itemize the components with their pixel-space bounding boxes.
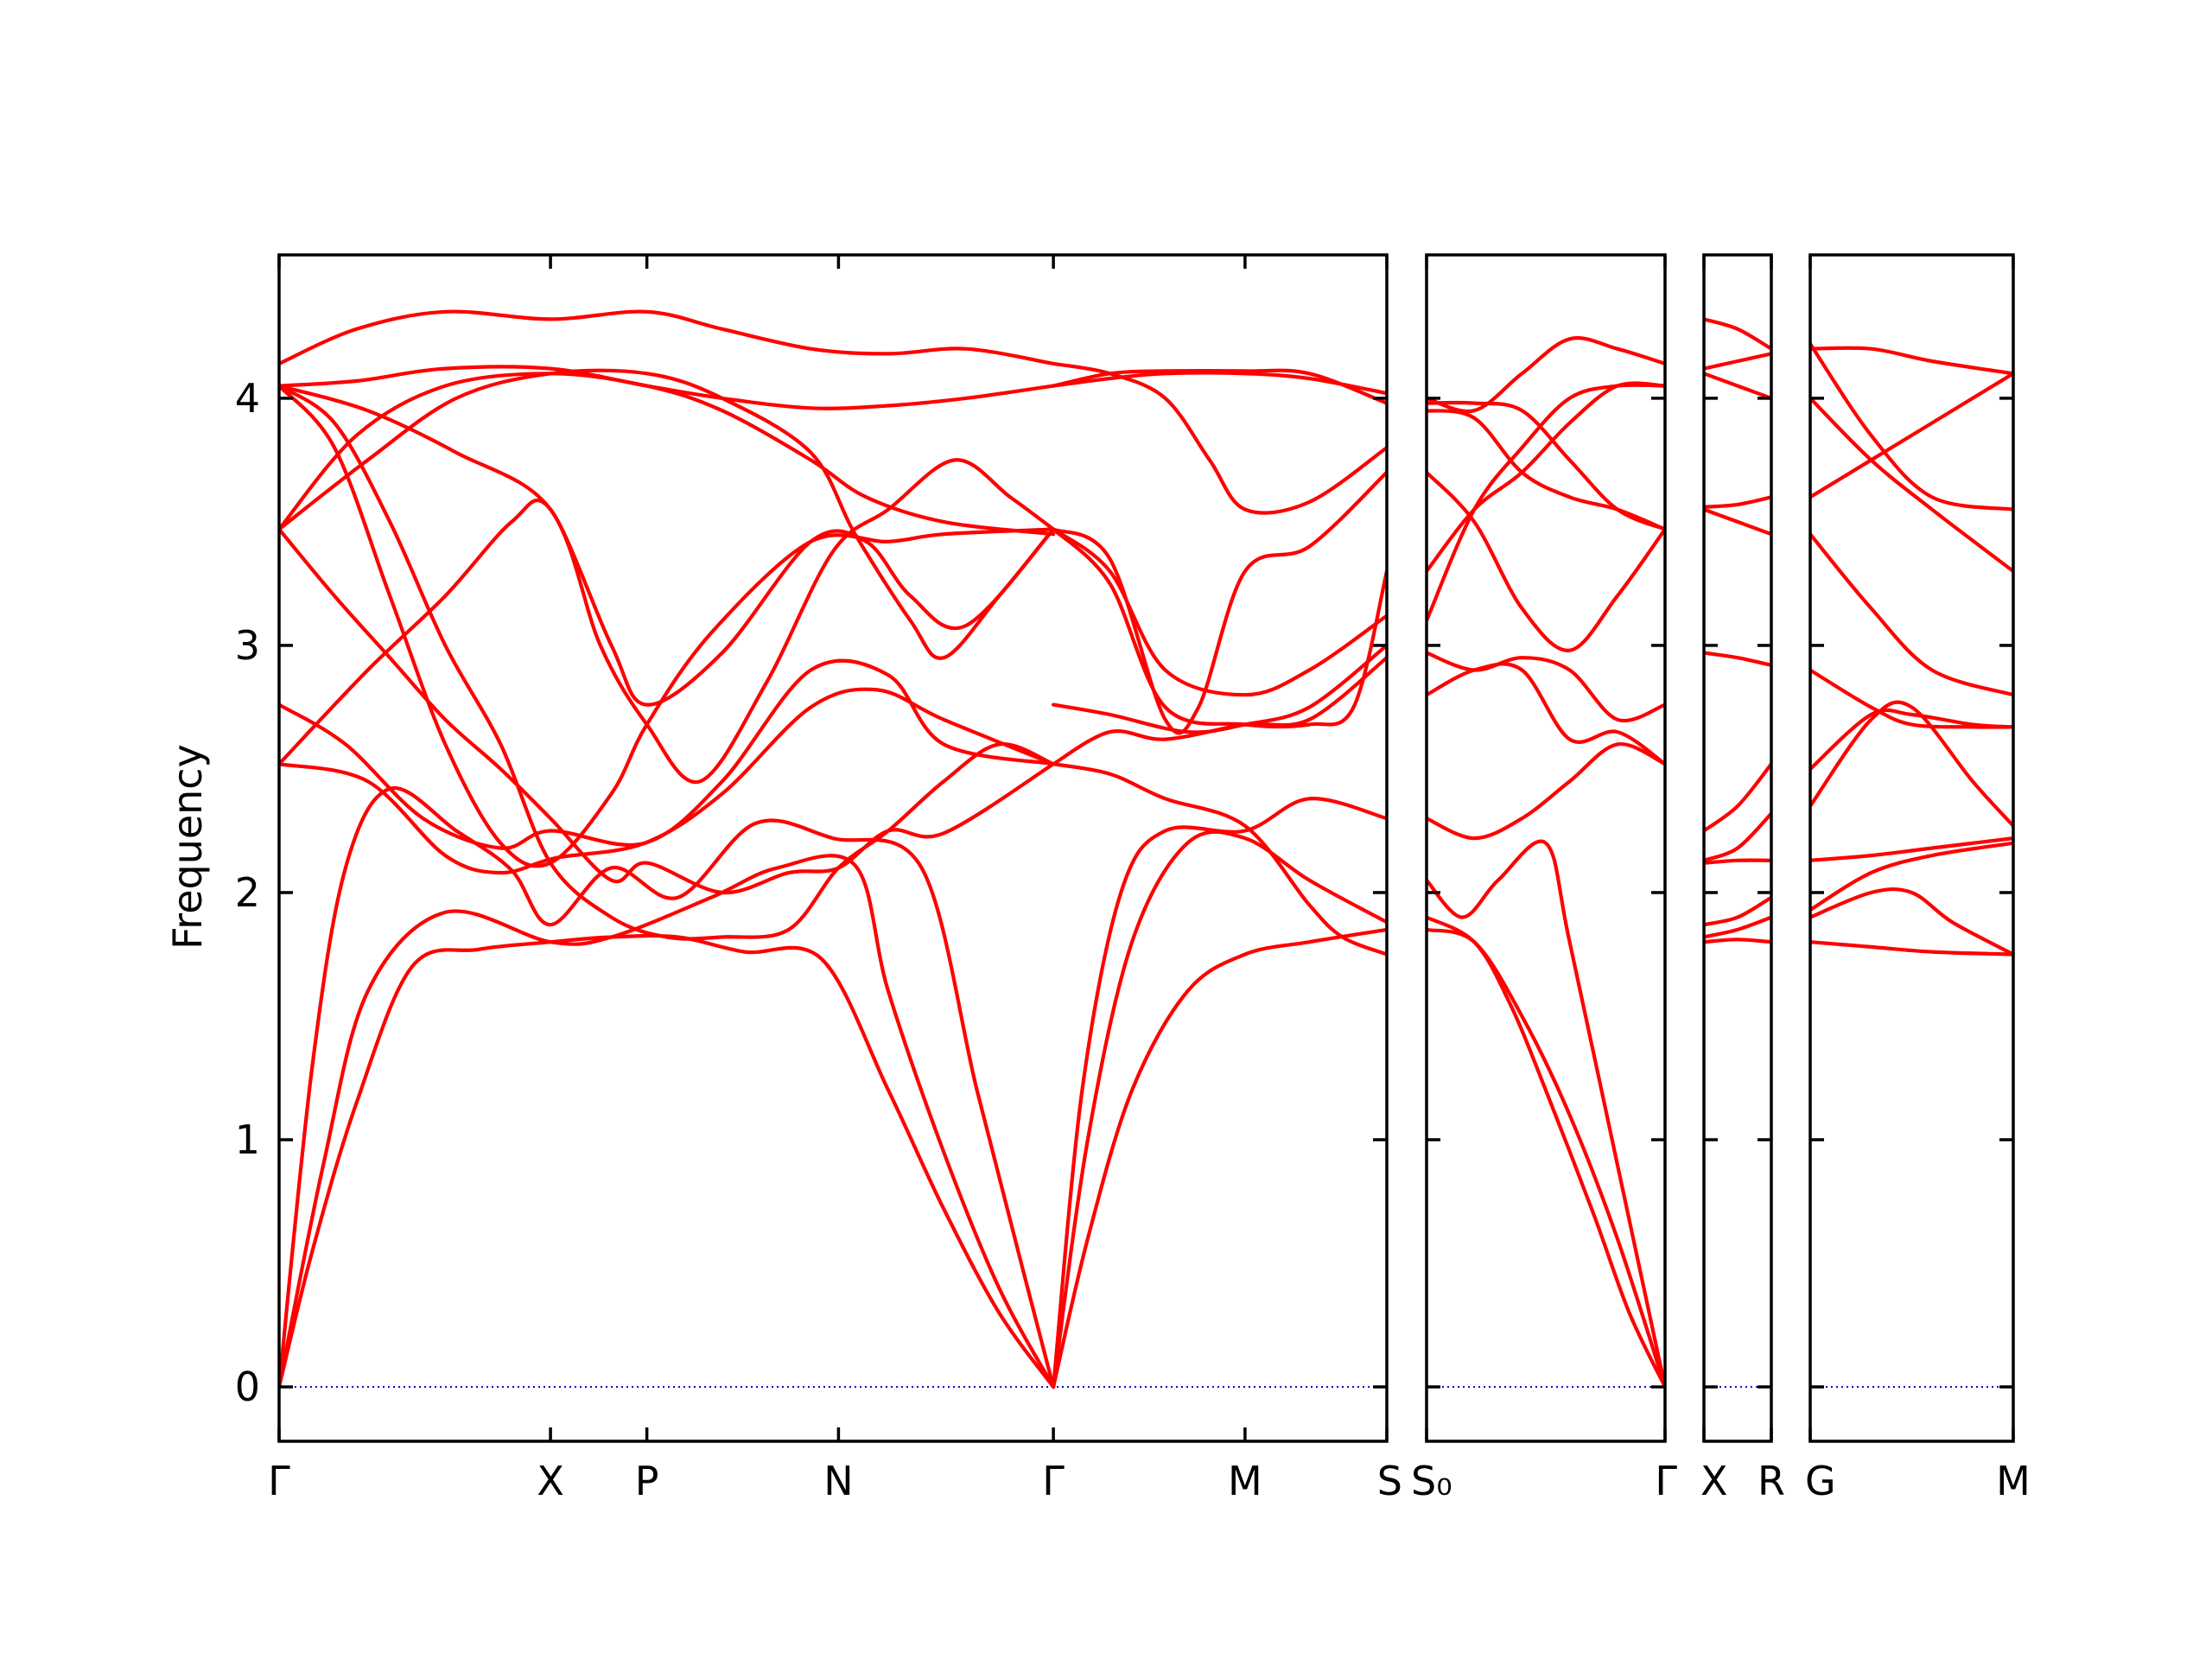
band-4-8 bbox=[1810, 532, 2013, 697]
band-1-17 bbox=[1052, 797, 1387, 1389]
bands-group bbox=[1810, 341, 2013, 957]
band-4-10 bbox=[1810, 396, 2013, 574]
band-1-21 bbox=[1052, 527, 1387, 697]
band-3-2 bbox=[1704, 915, 1771, 939]
band-1-3 bbox=[279, 785, 1056, 1389]
band-2-5 bbox=[1427, 662, 1665, 766]
band-2-7 bbox=[1427, 383, 1665, 623]
band-1-4 bbox=[279, 687, 1056, 875]
band-2-3 bbox=[1427, 839, 1665, 1389]
band-4-4 bbox=[1810, 836, 2013, 862]
panel-frame bbox=[1702, 253, 1773, 1443]
band-4-5 bbox=[1810, 700, 2013, 828]
band-2-2 bbox=[1427, 915, 1665, 1389]
x-tick-label-S₀: S₀ bbox=[1411, 1458, 1452, 1504]
x-tick-label-Γ: Γ bbox=[1042, 1458, 1065, 1504]
band-1-22 bbox=[1052, 470, 1387, 735]
band-1-13 bbox=[279, 384, 1056, 941]
x-tick-label-R: R bbox=[1758, 1458, 1785, 1504]
panel-frame bbox=[277, 253, 1389, 1443]
panel-2: S₀ Γ bbox=[1411, 253, 1677, 1504]
band-3-7 bbox=[1704, 651, 1771, 667]
y-axis-label: Frequency bbox=[164, 744, 211, 950]
band-1-20 bbox=[1052, 643, 1387, 734]
band-3-4 bbox=[1704, 858, 1771, 865]
band-3-1 bbox=[1704, 938, 1771, 944]
y-tick-label: 3 bbox=[235, 622, 260, 669]
band-1-10 bbox=[279, 309, 1056, 365]
bands-group bbox=[1427, 336, 1665, 1389]
band-1-11 bbox=[279, 527, 1056, 895]
band-2-10 bbox=[1427, 409, 1665, 531]
bands-group bbox=[279, 309, 1387, 1389]
band-2-11 bbox=[1427, 400, 1665, 531]
x-tick-label-X: X bbox=[1700, 1458, 1728, 1504]
band-1-25 bbox=[1052, 371, 1387, 396]
panel-frame bbox=[1808, 253, 2015, 1443]
x-tick-label-Γ: Γ bbox=[268, 1458, 290, 1504]
panel-1: Γ X P N Γ M S 0 1 2 3 4 bbox=[235, 253, 1402, 1504]
band-1-8 bbox=[279, 384, 1056, 785]
band-2-12 bbox=[1427, 336, 1665, 414]
y-tick-label: 4 bbox=[235, 375, 260, 422]
band-3-12 bbox=[1704, 317, 1771, 351]
band-4-3 bbox=[1810, 841, 2013, 912]
x-tick-label-G: G bbox=[1805, 1458, 1836, 1504]
band-4-11 bbox=[1810, 346, 2013, 376]
y-tick-label: 0 bbox=[235, 1363, 260, 1410]
x-tick-label-X: X bbox=[537, 1458, 564, 1504]
band-1-9 bbox=[279, 372, 1056, 537]
band-1-23 bbox=[1052, 527, 1387, 729]
band-4-7 bbox=[1810, 668, 2013, 729]
band-3-10 bbox=[1704, 352, 1771, 371]
band-4-12 bbox=[1810, 341, 2013, 512]
band-1-6 bbox=[279, 498, 1056, 766]
x-tick-label-S: S bbox=[1377, 1458, 1402, 1504]
band-2-1 bbox=[1427, 927, 1665, 1389]
band-3-8 bbox=[1704, 507, 1771, 537]
y-tick-label: 1 bbox=[235, 1116, 260, 1163]
band-1-2 bbox=[279, 854, 1056, 1389]
band-1-14 bbox=[279, 365, 1056, 410]
band-1-15 bbox=[1052, 927, 1387, 1389]
band-1-26 bbox=[1052, 368, 1387, 405]
y-tick-label: 2 bbox=[235, 869, 260, 916]
band-3-6 bbox=[1704, 762, 1771, 833]
band-1-19 bbox=[1052, 656, 1387, 766]
band-3-5 bbox=[1704, 811, 1771, 862]
band-2-9 bbox=[1427, 470, 1665, 652]
band-1-16 bbox=[1052, 830, 1387, 1389]
band-3-11 bbox=[1704, 372, 1771, 400]
band-2-8 bbox=[1427, 381, 1665, 574]
x-tick-label-M: M bbox=[1228, 1458, 1262, 1504]
x-tick-label-P: P bbox=[635, 1458, 659, 1504]
band-2-4 bbox=[1427, 742, 1665, 841]
x-tick-label-M: M bbox=[1996, 1458, 2031, 1504]
panel-frame bbox=[1425, 253, 1667, 1443]
band-4-2 bbox=[1810, 887, 2013, 957]
band-3-3 bbox=[1704, 895, 1771, 927]
band-4-9 bbox=[1810, 372, 2013, 499]
band-4-1 bbox=[1810, 940, 2013, 957]
band-1-12 bbox=[279, 384, 1056, 868]
band-1-18 bbox=[1052, 762, 1387, 957]
bands-group bbox=[1704, 317, 1771, 944]
band-1-24 bbox=[1052, 361, 1387, 515]
band-1-5 bbox=[279, 658, 1056, 850]
band-3-9 bbox=[1704, 495, 1771, 509]
band-2-6 bbox=[1427, 651, 1665, 723]
band-1-7 bbox=[279, 368, 1056, 660]
x-tick-label-N: N bbox=[823, 1458, 853, 1504]
x-tick-label-Γ: Γ bbox=[1655, 1458, 1677, 1504]
band-1-1 bbox=[279, 933, 1056, 1389]
